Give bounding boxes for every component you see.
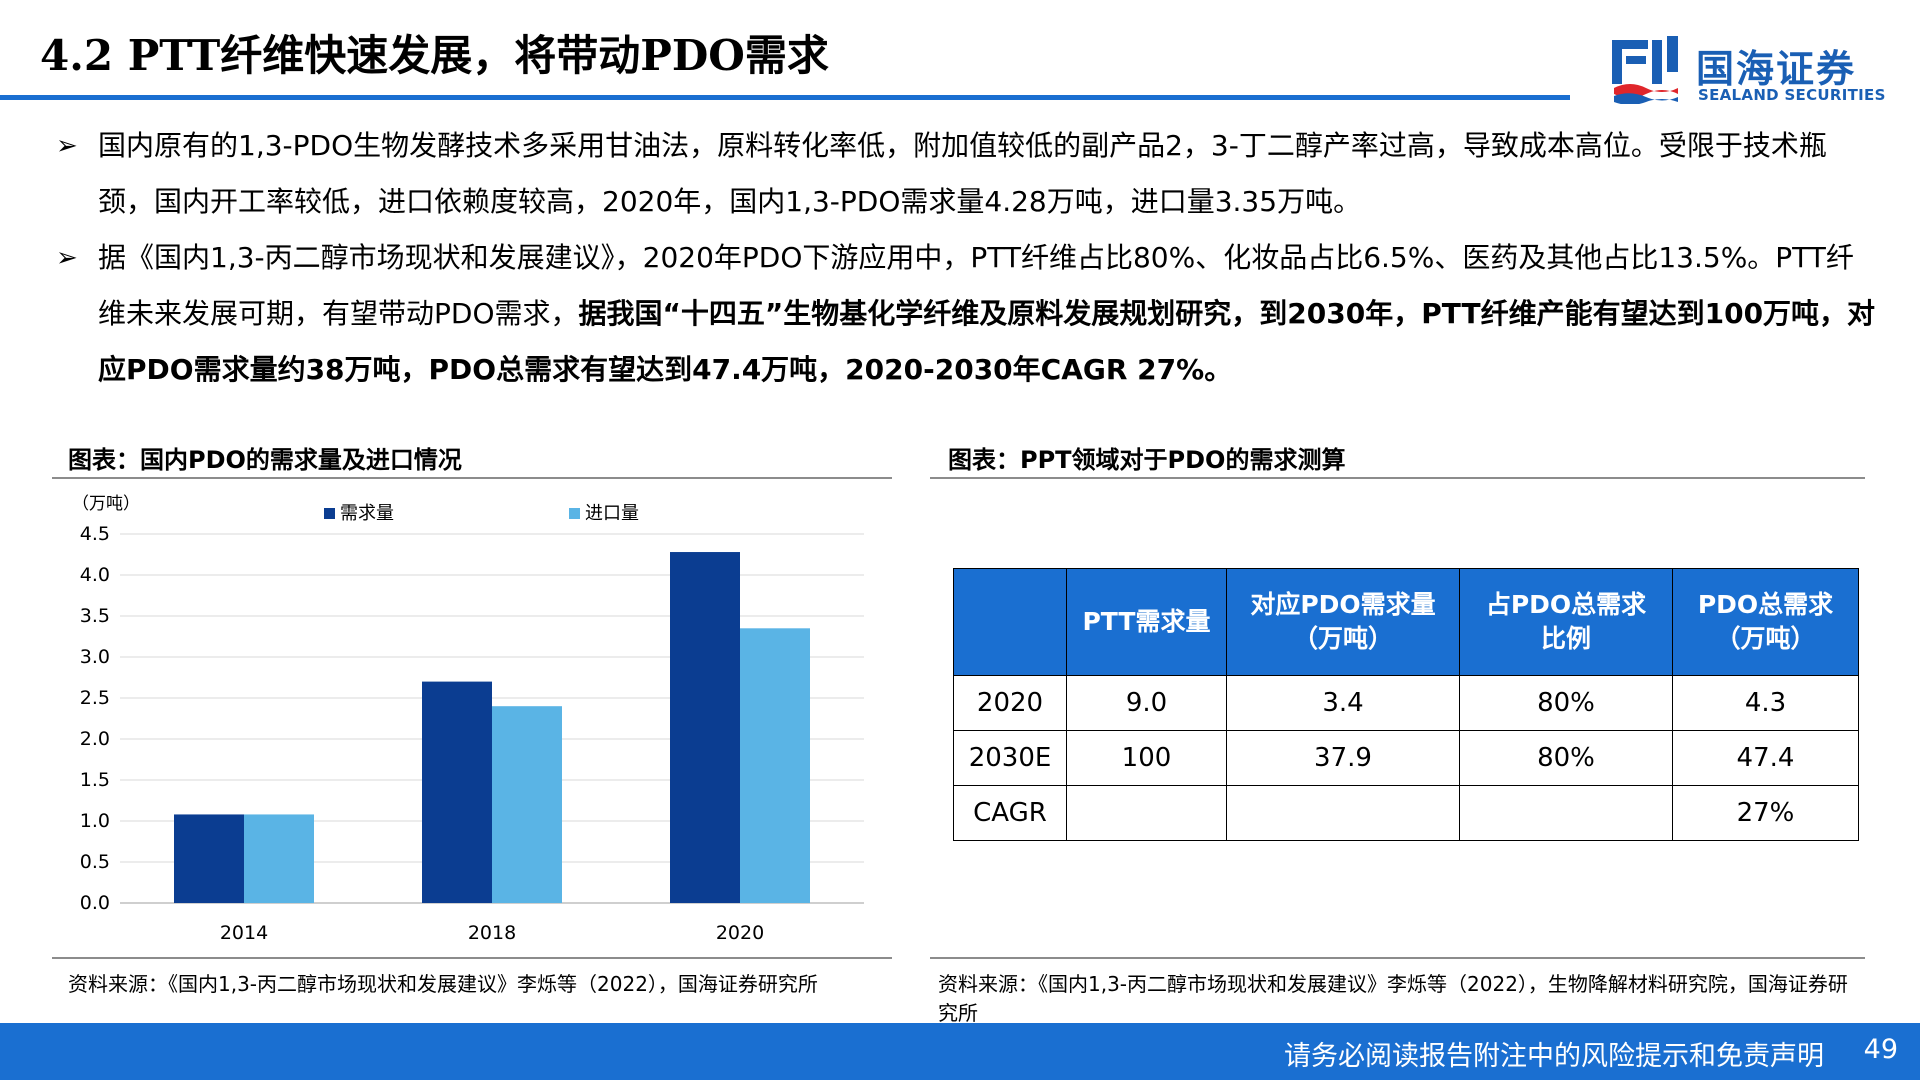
logo-english-name: SEALAND SECURITIES	[1698, 86, 1886, 104]
table-header-cell: PTT需求量	[1066, 568, 1227, 676]
table-cell: 3.4	[1226, 675, 1460, 731]
y-tick-label: 3.0	[80, 646, 110, 668]
x-tick-label: 2018	[468, 922, 516, 944]
legend-swatch	[324, 508, 335, 519]
legend-swatch	[569, 508, 580, 519]
table-cell: 9.0	[1066, 675, 1227, 731]
table-row: 2030E 100 37.9 80% 47.4	[953, 730, 1859, 786]
sealand-logo-icon	[1612, 36, 1678, 104]
table-cell: 47.4	[1672, 730, 1859, 786]
bullet-text: 国内原有的1,3-PDO生物发酵技术多采用甘油法，原料转化率低，附加值较低的副产…	[98, 129, 1827, 218]
bar-需求量-2020	[670, 552, 740, 903]
footer-disclaimer: 请务必阅读报告附注中的风险提示和免责声明	[1284, 1041, 1824, 1072]
table-cell: 2020	[953, 675, 1067, 731]
bar-进口量-2020	[740, 628, 810, 903]
table-header-row: PTT需求量 对应PDO需求量 （万吨） 占PDO总需求 比例 PDO总需求 （…	[953, 568, 1859, 676]
footer-bar: 请务必阅读报告附注中的风险提示和免责声明 49	[0, 1023, 1920, 1080]
table-title-rule	[930, 477, 1865, 479]
x-tick-label: 2020	[716, 922, 764, 944]
table-cell: 37.9	[1226, 730, 1460, 786]
bar-需求量-2014	[174, 814, 244, 903]
bullet-text: 据《国内1,3-丙二醇市场现状和发展建议》，2020年PDO下游应用中，PTT纤…	[98, 241, 1854, 330]
bullet-list: ➢ 国内原有的1,3-PDO生物发酵技术多采用甘油法，原料转化率低，附加值较低的…	[56, 118, 1876, 398]
table-cell: CAGR	[953, 785, 1067, 841]
table-header-cell	[953, 568, 1067, 676]
page-number: 49	[1863, 1034, 1898, 1065]
chart-title-rule	[52, 477, 892, 479]
table-header-cell: 对应PDO需求量 （万吨）	[1226, 568, 1460, 676]
table-cell	[1459, 785, 1673, 841]
table-cell: 80%	[1459, 675, 1673, 731]
table-cell: 27%	[1672, 785, 1859, 841]
table-cell: 80%	[1459, 730, 1673, 786]
bullet-item-2: ➢ 据《国内1,3-丙二醇市场现状和发展建议》，2020年PDO下游应用中，PT…	[56, 230, 1876, 398]
company-logo: 国海证券 SEALAND SECURITIES	[1612, 36, 1885, 106]
pdo-demand-table: PTT需求量 对应PDO需求量 （万吨） 占PDO总需求 比例 PDO总需求 （…	[953, 568, 1859, 841]
legend-label: 需求量	[340, 503, 394, 524]
chart-figure-title: 图表：国内PDO的需求量及进口情况	[68, 446, 462, 474]
arrow-bullet-icon: ➢	[56, 131, 78, 161]
table-row: 2020 9.0 3.4 80% 4.3	[953, 675, 1859, 731]
bar-需求量-2018	[422, 681, 492, 903]
bar-进口量-2018	[492, 706, 562, 903]
legend-label: 进口量	[585, 503, 639, 524]
y-tick-label: 1.0	[80, 810, 110, 832]
title-divider	[0, 95, 1570, 100]
chart-source-rule	[52, 957, 892, 959]
table-cell: 2030E	[953, 730, 1067, 786]
table-source-note: 资料来源：《国内1,3-丙二醇市场现状和发展建议》李烁等（2022），生物降解材…	[938, 972, 1848, 1025]
table-source-rule	[930, 957, 1865, 959]
table-cell: 4.3	[1672, 675, 1859, 731]
table-header-cell: PDO总需求 （万吨）	[1672, 568, 1859, 676]
bar-进口量-2014	[244, 814, 314, 903]
table-cell	[1066, 785, 1227, 841]
bullet-item-1: ➢ 国内原有的1,3-PDO生物发酵技术多采用甘油法，原料转化率低，附加值较低的…	[56, 118, 1876, 230]
y-tick-label: 1.5	[80, 769, 110, 791]
page-title: 4.2 PTT纤维快速发展，将带动PDO需求	[40, 31, 829, 80]
y-tick-label: 3.5	[80, 605, 110, 627]
table-figure-title: 图表：PPT领域对于PDO的需求测算	[948, 446, 1346, 474]
y-tick-label: 2.0	[80, 728, 110, 750]
arrow-bullet-icon: ➢	[56, 243, 78, 273]
bullet-bold-text: 据我国“十四五”生物基化学纤维及原料发展规划研究，到2030年，PTT纤维产能有…	[98, 297, 1876, 386]
table-cell: 100	[1066, 730, 1227, 786]
table-cell	[1226, 785, 1460, 841]
y-axis-unit-label: （万吨）	[72, 494, 140, 514]
demand-import-bar-chart: （万吨） 0.0 0.5 1.0 1.5 2.0 2.5 3.0 3.5 4.0 4.5 需求量 进口量…	[72, 494, 864, 944]
y-tick-label: 4.5	[80, 523, 110, 545]
y-tick-label: 0.5	[80, 851, 110, 873]
table-row: CAGR 27%	[953, 785, 1859, 841]
y-tick-label: 0.0	[80, 892, 110, 914]
y-tick-label: 2.5	[80, 687, 110, 709]
x-tick-label: 2014	[220, 922, 268, 944]
logo-chinese-name: 国海证券	[1696, 47, 1857, 91]
table-header-cell: 占PDO总需求 比例	[1459, 568, 1673, 676]
chart-source-note: 资料来源：《国内1,3-丙二醇市场现状和发展建议》李烁等（2022），国海证券研…	[68, 972, 818, 996]
y-tick-label: 4.0	[80, 564, 110, 586]
